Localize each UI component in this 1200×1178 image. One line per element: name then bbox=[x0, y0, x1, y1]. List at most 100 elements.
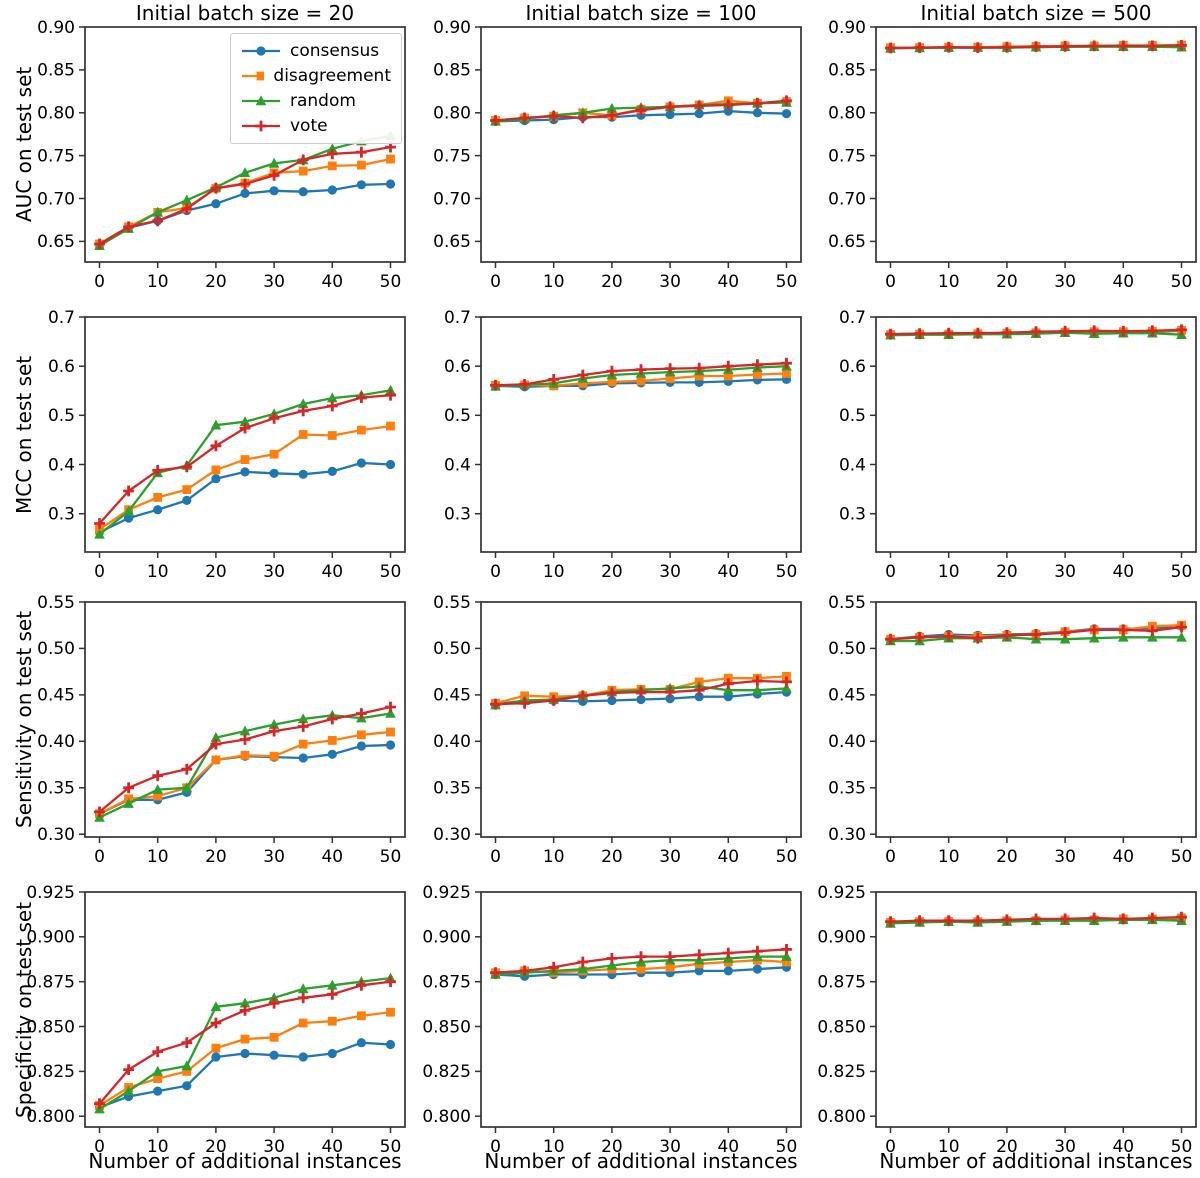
svg-text:0.825: 0.825 bbox=[422, 1062, 471, 1082]
svg-text:0: 0 bbox=[490, 272, 501, 292]
svg-text:30: 30 bbox=[263, 562, 285, 582]
svg-text:50: 50 bbox=[1171, 1137, 1193, 1157]
svg-text:0.35: 0.35 bbox=[37, 779, 75, 799]
svg-text:0: 0 bbox=[885, 272, 896, 292]
svg-text:30: 30 bbox=[263, 1137, 285, 1157]
svg-text:0.75: 0.75 bbox=[828, 146, 866, 166]
series-vote bbox=[885, 40, 1187, 54]
svg-text:0.75: 0.75 bbox=[37, 146, 75, 166]
svg-text:30: 30 bbox=[659, 562, 681, 582]
svg-text:0: 0 bbox=[94, 562, 105, 582]
svg-text:0.925: 0.925 bbox=[422, 883, 471, 903]
x-axis-label-col-1: Number of additional instances bbox=[484, 1149, 798, 1173]
series-random bbox=[94, 707, 396, 822]
svg-text:0.7: 0.7 bbox=[839, 308, 866, 328]
svg-text:0.35: 0.35 bbox=[433, 779, 471, 799]
svg-text:0.30: 0.30 bbox=[828, 825, 866, 845]
svg-text:20: 20 bbox=[205, 272, 227, 292]
svg-text:0.800: 0.800 bbox=[817, 1107, 866, 1127]
svg-text:30: 30 bbox=[659, 847, 681, 867]
svg-text:0: 0 bbox=[94, 847, 105, 867]
svg-text:0.800: 0.800 bbox=[26, 1107, 75, 1127]
svg-text:0.85: 0.85 bbox=[37, 61, 75, 81]
svg-text:0.825: 0.825 bbox=[817, 1062, 866, 1082]
svg-text:0.850: 0.850 bbox=[817, 1017, 866, 1037]
legend-sample-circle-icon bbox=[242, 46, 280, 56]
svg-text:0.55: 0.55 bbox=[433, 593, 471, 613]
series-vote bbox=[885, 621, 1187, 645]
svg-text:50: 50 bbox=[380, 1137, 402, 1157]
series-consensus bbox=[94, 1038, 396, 1112]
svg-text:40: 40 bbox=[321, 272, 343, 292]
series-disagreement bbox=[95, 421, 395, 534]
subplot-row2-col2: 0 10 20 30 40 50 0.30 0.35 0.40 0.45 0.50 0.55 bbox=[828, 593, 1197, 867]
svg-text:10: 10 bbox=[147, 272, 169, 292]
svg-text:50: 50 bbox=[1171, 562, 1193, 582]
legend-label-vote: vote bbox=[290, 116, 328, 136]
svg-text:0.90: 0.90 bbox=[433, 18, 471, 38]
legend-sample-square-icon bbox=[242, 71, 265, 81]
subplot-row2-col0: 0 10 20 30 40 50 0.30 0.35 0.40 0.45 0.50 0.55 bbox=[37, 593, 406, 867]
svg-text:40: 40 bbox=[717, 847, 739, 867]
svg-text:0: 0 bbox=[490, 1137, 501, 1157]
svg-text:0.75: 0.75 bbox=[433, 146, 471, 166]
svg-text:30: 30 bbox=[1054, 272, 1076, 292]
svg-text:0.925: 0.925 bbox=[817, 883, 866, 903]
column-title-batch-100: Initial batch size = 100 bbox=[525, 1, 757, 25]
svg-text:0.875: 0.875 bbox=[26, 972, 75, 992]
svg-text:0.50: 0.50 bbox=[37, 639, 75, 659]
subplot-row3-col1: 0 10 20 30 40 50 0.800 0.825 0.850 0.875 0.900 0.92… bbox=[422, 883, 802, 1157]
svg-text:40: 40 bbox=[321, 1137, 343, 1157]
legend-label-disagreement: disagreement bbox=[273, 66, 391, 86]
x-axis-label-col-2: Number of additional instances bbox=[879, 1149, 1193, 1173]
svg-text:40: 40 bbox=[1112, 272, 1134, 292]
svg-text:0.4: 0.4 bbox=[444, 455, 471, 475]
svg-text:0: 0 bbox=[885, 847, 896, 867]
svg-text:0.90: 0.90 bbox=[828, 18, 866, 38]
svg-text:40: 40 bbox=[717, 1137, 739, 1157]
legend-box: consensus disagreement random vote bbox=[230, 33, 402, 144]
subplot-row2-col1: 0 10 20 30 40 50 0.30 0.35 0.40 0.45 0.50 0.55 bbox=[433, 593, 802, 867]
subplot-row1-col0: 0 10 20 30 40 50 0.3 0.4 0.5 0.6 0.7 bbox=[48, 308, 406, 582]
svg-text:0.6: 0.6 bbox=[444, 357, 471, 377]
svg-text:30: 30 bbox=[263, 272, 285, 292]
svg-text:0.85: 0.85 bbox=[828, 61, 866, 81]
svg-text:0: 0 bbox=[885, 1137, 896, 1157]
series-vote bbox=[885, 324, 1187, 340]
svg-text:10: 10 bbox=[938, 1137, 960, 1157]
svg-text:0.900: 0.900 bbox=[26, 928, 75, 948]
svg-text:0.30: 0.30 bbox=[37, 825, 75, 845]
svg-text:0.80: 0.80 bbox=[433, 104, 471, 124]
svg-text:50: 50 bbox=[776, 272, 798, 292]
svg-text:0.900: 0.900 bbox=[817, 928, 866, 948]
svg-text:0.3: 0.3 bbox=[444, 504, 471, 524]
subplot-row0-col1: 0 10 20 30 40 50 0.65 0.70 0.75 0.80 0.85 0.90 bbox=[433, 18, 802, 292]
svg-text:30: 30 bbox=[1054, 562, 1076, 582]
svg-text:0.3: 0.3 bbox=[48, 504, 75, 524]
svg-text:50: 50 bbox=[380, 562, 402, 582]
svg-text:20: 20 bbox=[996, 562, 1018, 582]
svg-text:0.800: 0.800 bbox=[422, 1107, 471, 1127]
series-vote bbox=[94, 141, 396, 250]
series-vote bbox=[490, 944, 792, 979]
svg-text:20: 20 bbox=[996, 847, 1018, 867]
svg-text:0.65: 0.65 bbox=[37, 232, 75, 252]
svg-text:10: 10 bbox=[543, 847, 565, 867]
svg-text:0.7: 0.7 bbox=[48, 308, 75, 328]
svg-text:0.4: 0.4 bbox=[48, 455, 75, 475]
svg-text:50: 50 bbox=[1171, 272, 1193, 292]
svg-text:0.40: 0.40 bbox=[37, 732, 75, 752]
svg-text:10: 10 bbox=[147, 847, 169, 867]
svg-text:0.875: 0.875 bbox=[422, 972, 471, 992]
svg-text:20: 20 bbox=[996, 272, 1018, 292]
svg-text:0.875: 0.875 bbox=[817, 972, 866, 992]
svg-text:30: 30 bbox=[659, 272, 681, 292]
svg-text:50: 50 bbox=[776, 1137, 798, 1157]
series-vote bbox=[94, 976, 396, 1110]
svg-text:0.5: 0.5 bbox=[444, 406, 471, 426]
svg-text:0: 0 bbox=[885, 562, 896, 582]
svg-text:0.45: 0.45 bbox=[433, 686, 471, 706]
svg-text:0.850: 0.850 bbox=[26, 1017, 75, 1037]
svg-text:40: 40 bbox=[717, 272, 739, 292]
svg-text:50: 50 bbox=[776, 847, 798, 867]
